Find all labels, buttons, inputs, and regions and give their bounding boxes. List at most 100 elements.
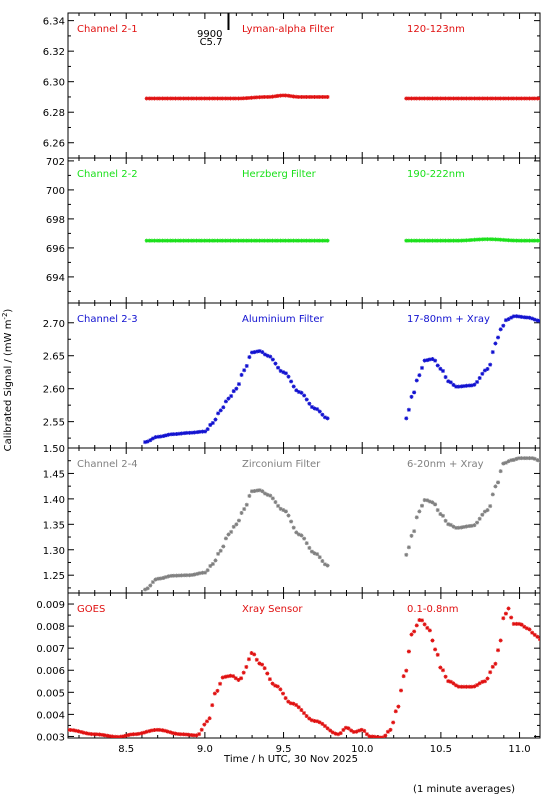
data-point [412,238,417,243]
footnote: (1 minute averages) [413,784,515,795]
data-point [459,684,464,689]
data-point [184,238,188,243]
data-point [220,96,225,101]
data-point [459,96,464,101]
data-point [370,734,375,738]
data-point [294,388,299,393]
data-point [296,532,301,537]
data-point [425,625,430,630]
data-point [304,397,309,402]
band-label: 0.1-0.8nm [407,604,459,615]
data-point [178,732,183,737]
data-point [221,405,226,410]
data-point [299,94,304,99]
data-point [210,703,215,708]
data-point [511,457,516,462]
data-point [192,430,197,435]
data-point [181,238,186,243]
data-point [148,583,153,588]
data-point [296,238,301,243]
data-point [153,435,158,440]
data-point [210,420,215,425]
data-point [204,719,209,724]
data-point [438,96,443,101]
data-point [176,732,181,737]
data-point [234,522,239,527]
data-point [152,728,157,733]
data-point [493,484,498,489]
data-point [482,509,487,514]
data-point [170,238,175,243]
data-point [205,427,210,432]
data-point [364,732,369,737]
data-point [438,512,443,517]
data-point [406,545,411,550]
data-point [435,238,440,243]
data-point [312,551,317,556]
flare-marker-id: 9900 [197,29,222,40]
data-point [496,237,501,242]
data-point [169,432,174,437]
data-point [241,96,246,101]
data-point [220,675,225,680]
data-point [207,238,212,243]
data-point [427,628,432,633]
data-point [498,638,503,643]
y-axis-label: Calibrated Signal / (mW m-2) [1,309,14,452]
data-point [142,730,147,735]
data-point [262,666,267,671]
data-point [538,96,540,101]
data-point [226,532,231,537]
data-point [255,349,260,354]
data-point [367,734,372,738]
channel-label: GOES [77,604,105,615]
y-tick-label: 696 [46,244,65,255]
data-point [145,439,150,444]
data-point [288,701,293,706]
data-point [320,94,325,99]
data-point [187,430,192,435]
data-point [299,533,304,538]
data-point [443,518,448,523]
data-point [265,94,270,99]
data-point [76,729,81,734]
data-point [155,238,160,243]
data-point [357,728,362,733]
data-point [79,729,84,734]
data-point [186,96,191,101]
data-point [325,726,330,731]
y-axis-label-main: Calibrated Signal / (mW m [3,320,14,452]
data-point [433,502,438,507]
data-point [538,318,540,323]
data-point [454,525,459,530]
data-point [190,572,195,577]
data-point [530,316,535,321]
flare-marker-class: C5.7 [200,37,223,48]
data-point [503,96,508,101]
data-point [265,492,270,497]
data-point [191,96,196,101]
data-point [501,237,506,242]
data-point [404,552,409,557]
data-point [210,238,215,243]
data-point [171,573,176,578]
data-point [296,705,301,710]
data-point [427,238,432,243]
data-point [519,238,524,243]
data-point [482,96,487,101]
data-point [241,670,246,675]
band-label: 17-80nm + Xray [407,314,490,325]
data-point [199,727,204,732]
data-point [522,624,527,629]
data-point [278,238,283,243]
data-point [281,691,286,696]
data-point [480,96,485,101]
data-point [420,618,424,623]
data-point [406,238,411,243]
data-point [430,96,435,101]
data-point [459,384,464,389]
y-tick-label: 1.25 [43,571,65,582]
data-point [517,96,522,101]
data-point [113,734,118,738]
data-point [275,684,280,689]
